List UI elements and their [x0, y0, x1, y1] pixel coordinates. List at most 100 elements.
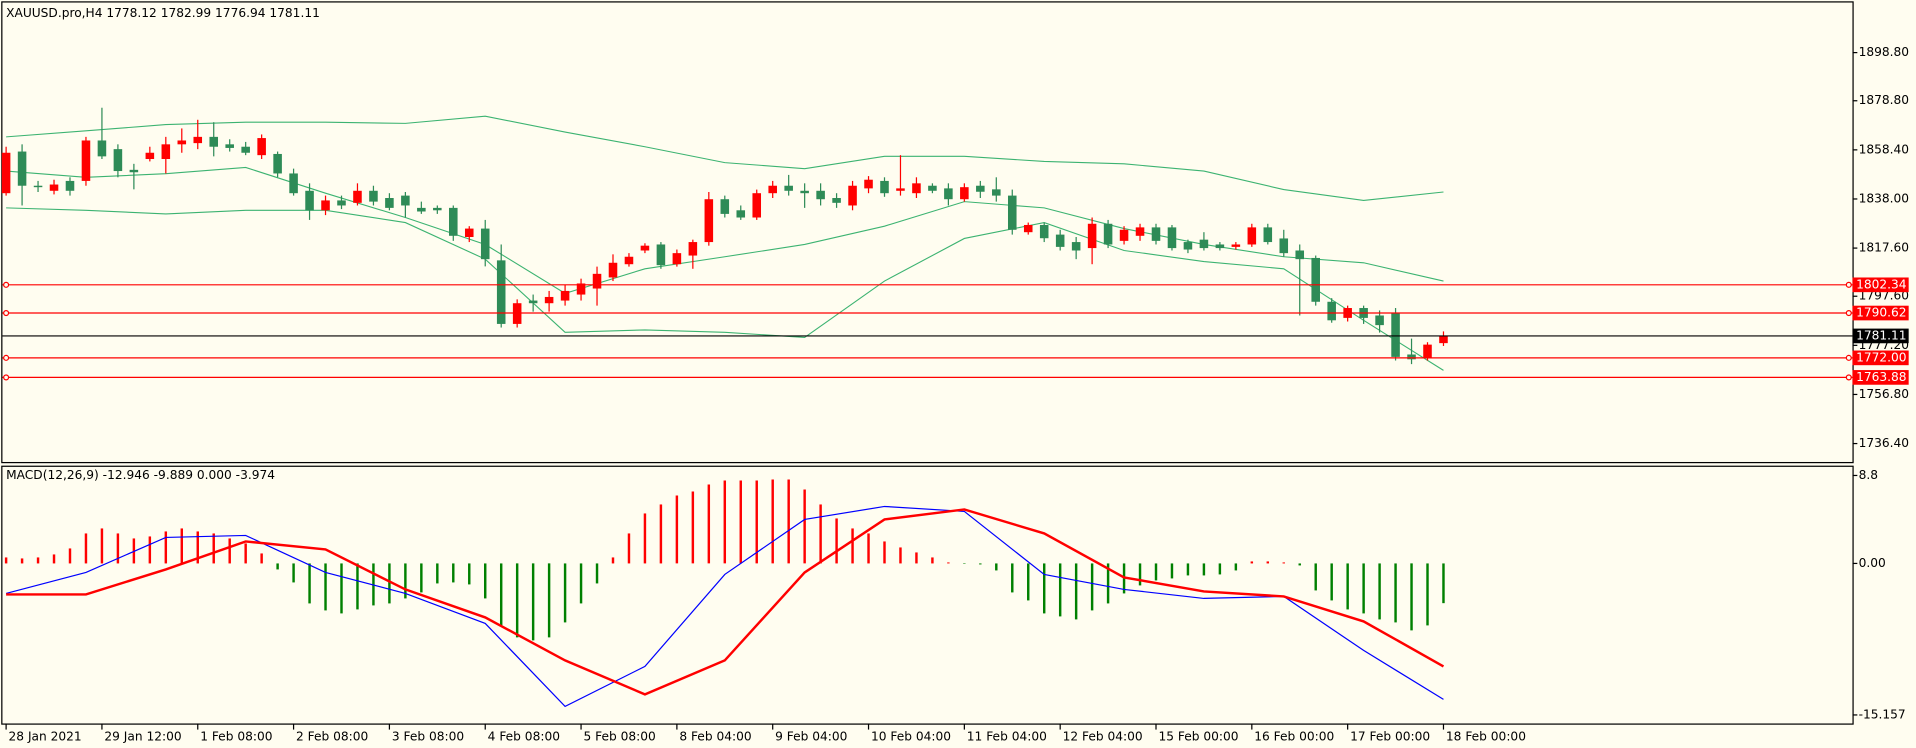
y-tick-label: 1898.80: [1859, 45, 1909, 59]
candle-body: [113, 149, 123, 172]
candle-body: [912, 183, 921, 194]
candle-body: [353, 190, 362, 203]
candle-body: [1023, 224, 1033, 233]
candle-body: [337, 200, 346, 206]
candle-body: [225, 144, 234, 148]
x-tick-label: 11 Feb 04:00: [967, 729, 1047, 743]
x-tick-label: 18 Feb 00:00: [1446, 729, 1526, 743]
candle-body: [816, 190, 825, 200]
candle-body: [992, 189, 1001, 196]
candle-body: [33, 185, 43, 188]
candle-body: [369, 190, 378, 202]
candle-body: [433, 207, 442, 211]
candle-body: [784, 185, 793, 191]
level-handle: [3, 281, 10, 288]
x-tick-label: 17 Feb 00:00: [1350, 729, 1430, 743]
candle-body: [944, 188, 953, 200]
x-tick-label: 9 Feb 04:00: [775, 729, 847, 743]
x-tick-label: 29 Jan 12:00: [104, 729, 181, 743]
level-handle: [1845, 374, 1852, 381]
candle-body: [1151, 227, 1161, 241]
level-label-box: [1852, 370, 1909, 385]
candle-body: [880, 180, 889, 194]
candle-body: [672, 253, 682, 265]
y-tick-label: 1858.40: [1859, 142, 1909, 156]
candle-body: [704, 199, 714, 243]
level-label-box: [1852, 305, 1909, 321]
candle-body: [1231, 244, 1241, 247]
current-price-box: [1852, 328, 1909, 344]
candle-body: [736, 210, 746, 218]
y-tick-label: 1797.60: [1859, 289, 1909, 303]
candle-body: [1295, 250, 1305, 260]
candle-body: [864, 179, 873, 189]
candle-body: [1279, 238, 1289, 254]
candle-body: [401, 195, 410, 206]
candle-body: [129, 169, 139, 173]
candle-body: [800, 190, 809, 194]
candle-body: [560, 290, 570, 301]
candle-body: [480, 228, 490, 260]
candle-body: [1055, 234, 1065, 247]
x-tick-label: 1 Feb 08:00: [200, 729, 272, 743]
candle-body: [1183, 242, 1193, 250]
current-price-label: 1781.11: [1856, 328, 1906, 342]
candle-body: [1167, 227, 1177, 249]
level-label: 1763.88: [1856, 370, 1906, 384]
candle-body: [1087, 223, 1097, 249]
candle-body: [464, 228, 474, 238]
candle-body: [1039, 224, 1049, 239]
candle-body: [768, 185, 777, 194]
candle-body: [896, 188, 905, 191]
candle-body: [976, 185, 985, 192]
level-handle: [1845, 309, 1852, 317]
level-label: 1772.00: [1856, 350, 1906, 364]
y-tick-label: 1817.60: [1859, 241, 1909, 255]
level-handle: [1845, 281, 1852, 288]
candle-body: [193, 136, 203, 144]
x-tick-label: 8 Feb 04:00: [679, 729, 751, 743]
main-panel-frame: [1, 1, 1854, 464]
level-label: 1790.62: [1856, 306, 1906, 320]
macd-line: [5, 505, 1444, 708]
x-tick-label: 15 Feb 00:00: [1158, 729, 1238, 743]
candle-body: [1071, 242, 1081, 251]
candle-body: [1007, 195, 1017, 230]
candle-body: [1311, 257, 1320, 302]
candle-body: [81, 140, 91, 181]
level-handle: [3, 374, 10, 381]
candle-body: [1, 152, 11, 194]
candle-body: [720, 199, 730, 214]
candle-body: [177, 140, 187, 145]
main-title: XAUUSD.pro,H4 1778.12 1782.99 1776.94 17…: [6, 6, 320, 20]
candle-body: [608, 262, 618, 278]
candle-body: [1375, 315, 1384, 326]
candle-body: [752, 193, 762, 218]
candle-body: [145, 152, 155, 160]
candle-body: [1199, 239, 1209, 249]
candle-body: [209, 136, 219, 147]
candle-body: [1263, 227, 1273, 243]
candle-body: [544, 296, 554, 304]
candle-body: [1407, 354, 1416, 360]
candle-body: [417, 207, 426, 212]
level-label-box: [1852, 350, 1909, 366]
x-tick-label: 28 Jan 2021: [9, 729, 82, 743]
candle-body: [161, 144, 171, 160]
level-label: 1802.34: [1856, 277, 1907, 291]
candle-body: [321, 200, 330, 211]
candle-body: [65, 180, 75, 191]
candle-body: [1439, 335, 1448, 344]
x-tick-label: 4 Feb 08:00: [488, 729, 560, 743]
signal-line: [6, 508, 1445, 696]
level-label-box: [1852, 277, 1909, 293]
candle-body: [1119, 229, 1129, 241]
level-handle: [1845, 354, 1852, 361]
candle-body: [656, 244, 666, 266]
y-tick-label: 8.8: [1859, 468, 1878, 482]
x-tick-label: 3 Feb 08:00: [392, 729, 464, 743]
candle-body: [592, 273, 602, 289]
